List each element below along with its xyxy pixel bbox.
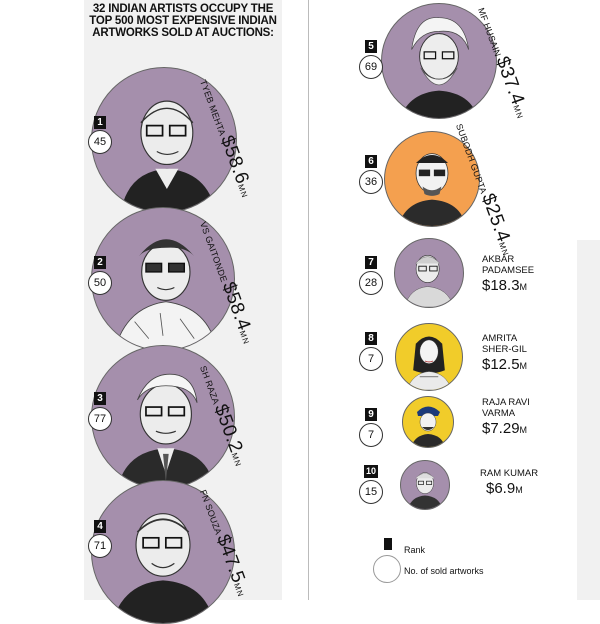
rank-badge: 9: [365, 408, 377, 421]
artist-value-label: AMRITA SHER-GIL $12.5M: [482, 333, 527, 372]
artist-value: $18.3M: [482, 277, 528, 294]
rank-badge: 10: [364, 465, 378, 478]
man-portrait-icon: [398, 153, 466, 226]
value-unit: MN: [237, 329, 251, 347]
sold-count-badge: 36: [359, 170, 383, 194]
sold-count-badge: 7: [359, 423, 383, 447]
artist-value: $6.9M: [486, 480, 523, 497]
portrait-sh-raza: [91, 345, 235, 489]
rank-badge: 3: [94, 392, 106, 405]
portrait-mf-husain: [381, 3, 497, 119]
artist-name: SHER-GIL: [482, 344, 527, 355]
rank-badge: 1: [94, 116, 106, 129]
sold-count-badge: 71: [88, 534, 112, 558]
sold-count-badge: 77: [88, 407, 112, 431]
infographic-title: 32 INDIAN ARTISTS OCCUPY THE TOP 500 MOS…: [89, 3, 277, 39]
man-portrait-icon: [117, 373, 215, 488]
legend-count-label: No. of sold artworks: [404, 566, 484, 576]
legend-count-swatch: [373, 555, 401, 583]
man-portrait-icon: [114, 239, 218, 350]
right-panel-strip: [577, 240, 600, 600]
sold-count-badge: 15: [359, 480, 383, 504]
man-portrait-icon: [411, 406, 445, 447]
portrait-raja-ravi-varma: [402, 396, 454, 448]
rank-badge: 5: [365, 40, 377, 53]
artist-value: $7.29M: [482, 420, 528, 437]
value-unit: MN: [229, 451, 244, 469]
column-divider: [308, 0, 309, 600]
artist-name: AKBAR: [482, 254, 515, 265]
artist-name: PADAMSEE: [482, 265, 535, 276]
portrait-ram-kumar: [400, 460, 450, 510]
sold-count-badge: 50: [88, 271, 112, 295]
rank-badge: 6: [365, 155, 377, 168]
value-unit: MN: [231, 581, 246, 599]
portrait-amrita-sher-gil: [395, 323, 463, 391]
man-portrait-icon: [407, 472, 443, 509]
sold-count-badge: 45: [88, 130, 112, 154]
man-portrait-icon: [400, 17, 478, 118]
sold-count-badge: 69: [359, 55, 383, 79]
sold-count-badge: 7: [359, 347, 383, 371]
man-portrait-icon: [404, 255, 454, 307]
value-unit: MN: [511, 103, 525, 121]
rank-badge: 8: [365, 332, 377, 345]
sold-count-badge: 28: [359, 271, 383, 295]
artist-value-label: AKBAR PADAMSEE $18.3M: [482, 254, 534, 293]
man-portrait-icon: [120, 100, 216, 212]
artist-name: AMRITA: [482, 333, 518, 344]
woman-portrait-icon: [406, 336, 452, 390]
artist-value: $12.5M: [482, 356, 528, 373]
rank-badge: 2: [94, 256, 106, 269]
artist-name: RAM KUMAR: [480, 468, 539, 479]
rank-badge: 7: [365, 256, 377, 269]
value-unit: MN: [235, 182, 250, 200]
legend-rank-swatch: [384, 538, 392, 550]
legend-rank-label: Rank: [404, 545, 426, 555]
artist-value-label: RAJA RAVI VARMA $7.29M: [482, 397, 530, 436]
portrait-akbar-padamsee: [394, 238, 464, 308]
artist-name: RAJA RAVI: [482, 397, 530, 408]
artist-name: VARMA: [482, 408, 516, 419]
rank-badge: 4: [94, 520, 106, 533]
artist-value-label: RAM KUMAR $6.9M: [480, 468, 538, 496]
portrait-subodh-gupta: [384, 131, 480, 227]
